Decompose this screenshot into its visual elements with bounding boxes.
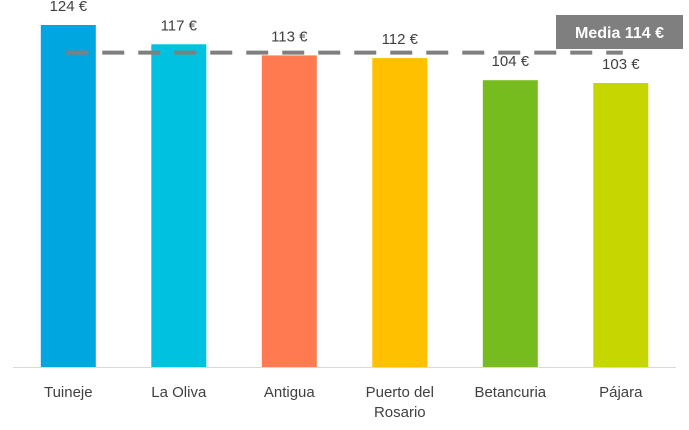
bars-layer: [40, 25, 649, 368]
data-label: 113 €: [271, 28, 308, 45]
average-badge-background: [556, 15, 683, 49]
value-labels-layer: 124 € 117 € 113 € 112 € 104 € 103 €: [50, 0, 641, 73]
x-tick-label: Antigua: [264, 384, 316, 401]
x-tick-label: Pájara: [599, 384, 643, 401]
average-badge-label: Media 114 €: [575, 25, 664, 42]
x-tick-label: Betancuria: [474, 384, 546, 401]
bar: [261, 55, 317, 368]
data-label: 104 €: [492, 53, 530, 70]
x-tick-label: Tuineje: [44, 384, 93, 401]
data-label: 117 €: [161, 17, 198, 34]
x-tick-label: Rosario: [374, 404, 426, 421]
average-badge: Media 114 €: [556, 15, 683, 49]
category-labels-layer: Tuineje La Oliva Antigua Puerto del Rosario B…: [44, 384, 643, 421]
bar: [40, 25, 96, 367]
data-label: 124 €: [50, 0, 88, 15]
bar: [593, 83, 649, 367]
x-tick-label: La Oliva: [151, 384, 207, 401]
x-tick-label: Puerto del: [366, 384, 434, 401]
data-label: 103 €: [602, 56, 640, 73]
bar: [372, 58, 428, 367]
bar: [151, 44, 207, 368]
bar: [482, 80, 538, 367]
data-label: 112 €: [382, 31, 419, 48]
